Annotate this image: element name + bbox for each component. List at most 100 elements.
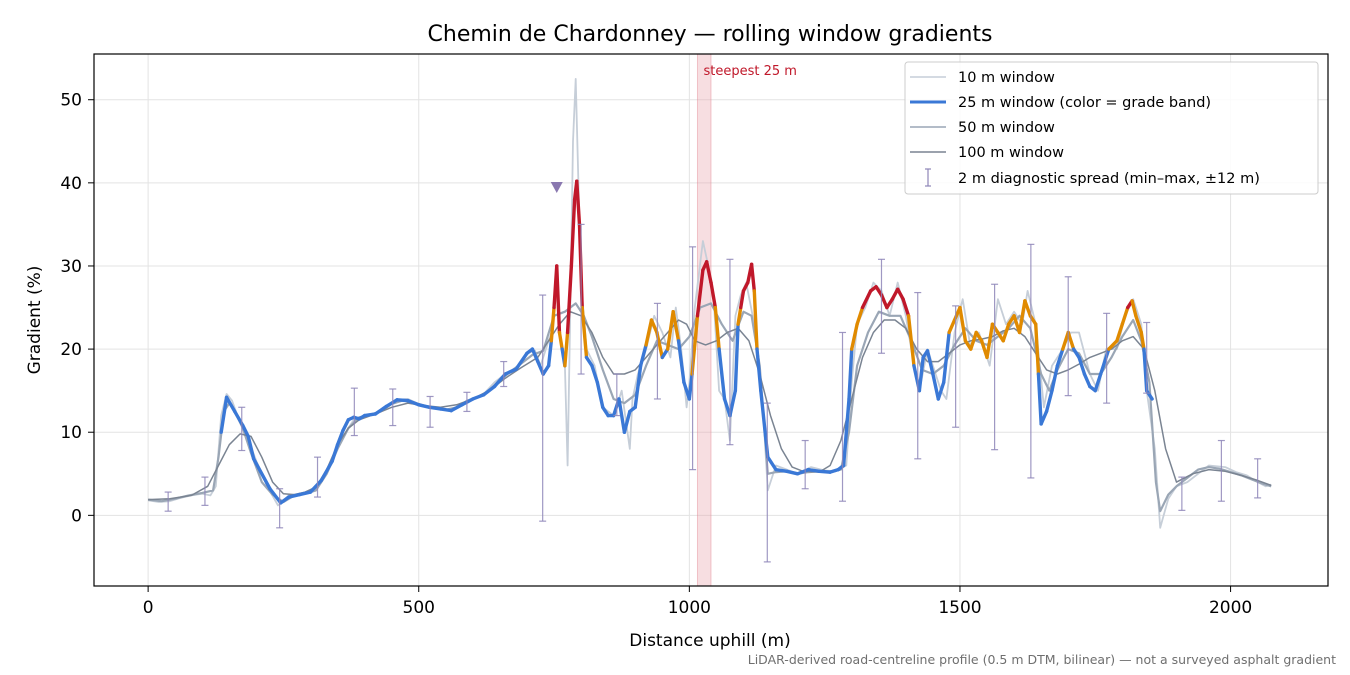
series-25m-segment	[449, 403, 464, 413]
legend-label-spread: 2 m diagnostic spread (min–max, ±12 m)	[958, 171, 1260, 187]
series-25m-segment	[633, 364, 643, 409]
series-25m-segment	[795, 467, 811, 476]
steepest-band	[696, 53, 712, 587]
series-25m-segment	[503, 367, 518, 376]
series-25m-segment	[549, 305, 556, 343]
y-tick-label: 50	[60, 91, 82, 111]
y-axis-label: Gradient (%)	[25, 266, 45, 375]
y-tick-label: 30	[60, 257, 82, 277]
spread-bar	[1254, 458, 1262, 499]
spread-bar	[426, 395, 434, 428]
series-25m-segment	[947, 318, 957, 335]
series-25m-segment	[1098, 347, 1111, 376]
series-25m-segment	[906, 314, 916, 368]
series-25m-segment	[850, 322, 859, 351]
spread-bar	[726, 258, 734, 446]
series-25m-segment	[1044, 388, 1054, 414]
y-tick-label: 40	[60, 174, 82, 194]
series-25m-segment	[1077, 355, 1087, 376]
series-25m-segment	[1115, 322, 1125, 343]
series-25m-segment	[817, 469, 832, 474]
plot-frame	[93, 53, 1329, 587]
series-25m-segment	[676, 339, 686, 385]
series-25m-segment	[251, 457, 272, 491]
legend: 10 m window 25 m window (color = grade b…	[904, 61, 1319, 195]
series-25m-segment	[847, 347, 854, 401]
y-tick-label: 0	[71, 506, 82, 526]
series-25m-segment	[1055, 347, 1065, 368]
series-25m-segment	[224, 395, 237, 414]
series-25m-segment	[985, 322, 995, 360]
series-25m-segment	[755, 347, 763, 393]
series-25m-segment	[687, 372, 694, 401]
spread-bar	[389, 388, 397, 427]
spread-bar	[1178, 476, 1186, 511]
spread-bar	[350, 387, 358, 437]
series-25m-segment	[595, 380, 605, 409]
series-25m-segment	[384, 398, 399, 409]
series-25m-segment	[1144, 388, 1154, 401]
spread-bar	[653, 302, 661, 400]
series-25m-segment	[806, 467, 821, 473]
series-25m-segment	[644, 318, 654, 347]
series-25m-segment	[766, 455, 778, 472]
series-25m-segment	[1001, 322, 1011, 343]
marker-layer	[550, 182, 563, 193]
series-25m-segment	[622, 409, 632, 434]
legend-box	[904, 61, 1319, 195]
series-25m-segment	[555, 264, 562, 335]
series-25m-segment	[736, 305, 743, 326]
series-25m-segment	[590, 364, 600, 385]
legend-label-50m: 50 m window	[958, 120, 1055, 136]
spread-bar	[914, 291, 922, 460]
series-25m-segment	[709, 280, 718, 310]
series-25m-segment	[1050, 364, 1060, 393]
series-25m-segment	[1034, 322, 1041, 376]
series-25m-segment	[752, 289, 759, 351]
series-25m-segment	[530, 347, 540, 364]
series-25m-segment	[649, 318, 659, 335]
series-25m-segment	[931, 372, 941, 401]
spread-bar	[1217, 439, 1225, 502]
spread-bar	[500, 360, 508, 388]
series-25m-segment	[759, 388, 767, 434]
spread-bar	[613, 373, 621, 417]
series-25m-segment	[580, 305, 589, 360]
spread-bar	[276, 488, 284, 529]
legend-label-10m: 10 m window	[958, 70, 1055, 86]
series-25m-segment	[1134, 314, 1143, 335]
series-25m-segment	[341, 418, 351, 433]
series-25m-segment	[901, 297, 911, 318]
series-25m-segment	[1017, 299, 1027, 335]
series-25m-segment	[774, 467, 789, 473]
series-25m-segment	[1139, 330, 1146, 351]
y-tick-label: 10	[60, 423, 82, 443]
spread-bar	[314, 456, 322, 498]
series-25m-segment	[406, 398, 421, 407]
peak-marker	[550, 182, 563, 193]
chart-title: Chemin de Chardonney — rolling window gr…	[428, 22, 993, 47]
series-25m-segment	[785, 469, 800, 476]
series-25m-segment	[666, 309, 675, 351]
series-25m-segment	[969, 330, 978, 351]
steepest-label: steepest 25 m	[703, 64, 796, 79]
spread-bar	[839, 331, 847, 502]
series-25m-segment	[739, 289, 746, 310]
spread-bar	[689, 246, 697, 471]
series-25m-segment	[563, 330, 570, 368]
spread-bar	[991, 283, 999, 451]
spread-bar	[801, 439, 809, 490]
spread-bar	[1027, 243, 1035, 479]
series-25m-segment	[1061, 330, 1070, 351]
series-25m-segment	[268, 487, 283, 505]
series-25m-segment	[1039, 409, 1049, 426]
series-25m-segment	[860, 289, 873, 310]
spread-bar	[201, 476, 209, 506]
steepest-highlight: steepest 25 m	[696, 53, 797, 587]
series-25m-segment	[297, 490, 313, 497]
series-25m-segment	[330, 442, 340, 464]
spread-bar	[539, 294, 547, 522]
series-25m-segment	[717, 347, 727, 401]
series-25m-segment	[917, 355, 925, 393]
